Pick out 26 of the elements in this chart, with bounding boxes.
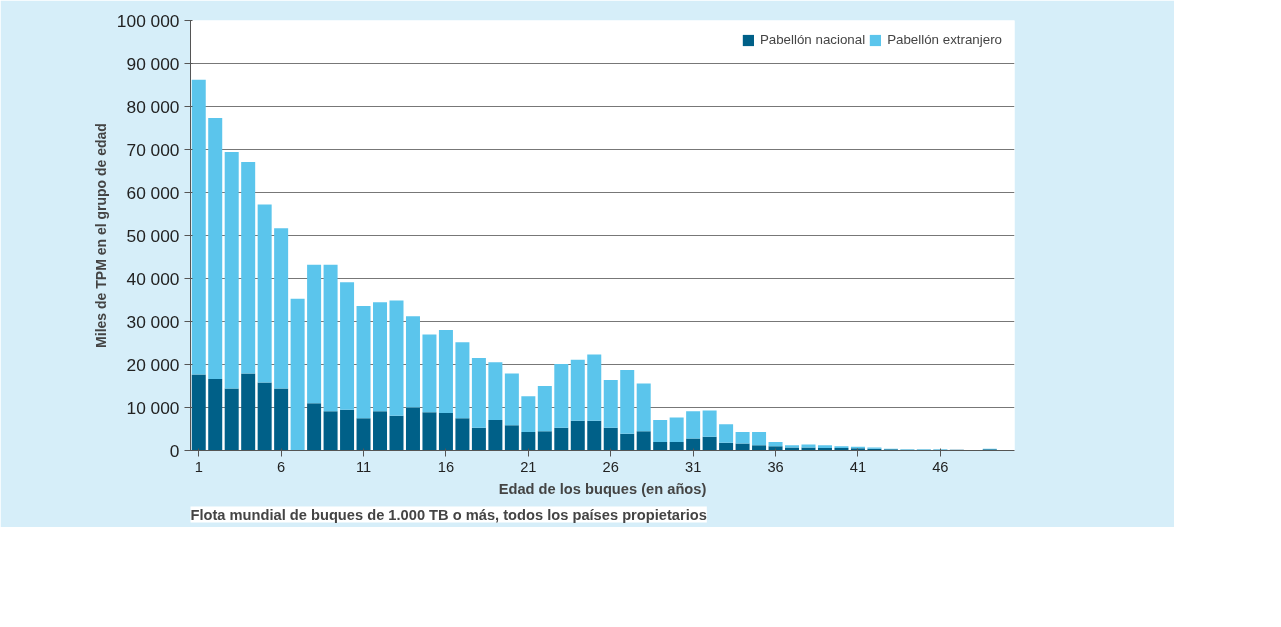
x-tick-label: 26	[602, 458, 619, 475]
x-tick-label: 41	[849, 458, 867, 475]
x-tick-label: 31	[684, 458, 702, 475]
text: Flota mundial de buques de 1.000 TB o más, todos los países propietarios	[190, 506, 707, 523]
y-axis-title: Miles de TPM en el grupo de edad	[92, 123, 109, 348]
y-tick-label: 90 000	[126, 53, 180, 74]
y-tick-label: 10 000	[126, 397, 180, 418]
x-tick-label: 21	[520, 458, 537, 475]
y-tick-label: 20 000	[126, 354, 180, 375]
y-tick-label: 40 000	[126, 268, 180, 289]
y-tick-label: 70 000	[126, 139, 180, 160]
x-tick-label: 46	[932, 458, 949, 475]
legend-label: Pabellón extranjero	[887, 32, 1002, 47]
x-tick-label: 11	[355, 458, 372, 475]
x-axis-title: Edad de los buques (en años)	[498, 480, 707, 497]
y-tick-label: 60 000	[126, 182, 180, 203]
y-tick-label: 100 000	[116, 10, 180, 31]
x-tick-label: 6	[277, 458, 286, 475]
x-tick-label: 16	[437, 458, 455, 475]
y-tick-label: 80 000	[126, 96, 180, 117]
x-tick-label: 36	[767, 458, 784, 475]
y-tick-label: 0	[169, 440, 180, 461]
y-tick-label: 30 000	[126, 311, 180, 332]
y-tick-label: 50 000	[126, 225, 180, 246]
x-tick-label: 1	[194, 458, 203, 475]
legend-label: Pabellón nacional	[759, 32, 866, 47]
